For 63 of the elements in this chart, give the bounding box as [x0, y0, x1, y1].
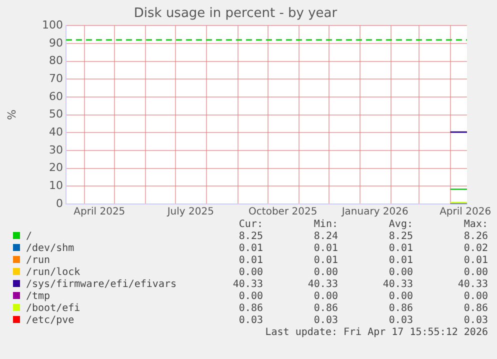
text: 8.25	[238, 231, 263, 243]
text: 8.24	[312, 231, 338, 243]
text: Avg:	[388, 219, 413, 231]
text: 0.00	[462, 291, 488, 303]
text: 0.86	[312, 303, 338, 315]
x-tick-label: April 2025	[74, 206, 126, 218]
y-tick-label: 80	[49, 54, 63, 68]
y-tick-label: 10	[49, 179, 63, 192]
x-tick-label: October 2025	[248, 206, 318, 218]
text: 0.01	[312, 255, 338, 267]
chart-title: Disk usage in percent - by year	[134, 6, 338, 22]
y-axis-title: %	[5, 110, 18, 120]
legend-label: /sys/firmware/efi/efivars	[25, 279, 178, 291]
text: 40.33	[382, 279, 413, 291]
text: 0.86	[238, 303, 263, 315]
text: Cur:	[238, 219, 263, 231]
text: 0.00	[238, 267, 263, 279]
text: 8.25	[388, 231, 413, 243]
legend-label: /dev/shm	[25, 243, 76, 255]
text: Max:	[462, 219, 488, 231]
legend-label: /	[25, 231, 34, 243]
text: 0.02	[462, 243, 488, 255]
legend-label: /boot/efi	[25, 303, 82, 315]
text: 40.33	[306, 279, 338, 291]
x-tick-label: April 2026	[440, 206, 492, 218]
text: 0.00	[388, 267, 413, 279]
y-tick-label: 30	[49, 143, 63, 156]
text: 40.33	[456, 279, 488, 291]
text: 0.01	[462, 255, 488, 267]
text: 0.03	[388, 315, 413, 327]
text: 0.00	[388, 291, 413, 303]
legend-label: /run	[25, 255, 52, 267]
x-tick-label: January 2026	[340, 206, 408, 218]
legend-label: /tmp	[25, 291, 52, 303]
text: 0.03	[238, 315, 263, 327]
text: 0.03	[462, 315, 488, 327]
text: 0.01	[388, 255, 413, 267]
text: 0.86	[462, 303, 488, 315]
text: 0.00	[238, 291, 263, 303]
text: 0.00	[312, 291, 338, 303]
text: 0.01	[312, 243, 338, 255]
y-tick-label: 70	[49, 72, 63, 85]
y-tick-label: 60	[49, 90, 63, 103]
text: 0.01	[238, 243, 263, 255]
y-tick-label: 100	[42, 18, 63, 32]
text: 0.01	[238, 255, 263, 267]
text: Min:	[312, 219, 338, 231]
text: 0.01	[388, 243, 413, 255]
text: 8.26	[462, 231, 488, 243]
y-tick-label: 0	[56, 196, 63, 210]
y-tick-label: 20	[49, 161, 63, 174]
legend-label: /etc/pve	[25, 315, 76, 327]
y-tick-label: 40	[49, 126, 63, 138]
x-tick-label: July 2025	[166, 206, 214, 218]
text: Last update: Fri Apr 17 15:55:12 2026	[264, 327, 488, 339]
text: 0.00	[312, 267, 338, 279]
legend-label: /run/lock	[25, 267, 82, 279]
text: 0.00	[462, 267, 488, 279]
text: 0.03	[312, 315, 338, 327]
y-tick-label: 50	[49, 108, 63, 121]
y-tick-label: 90	[49, 36, 63, 50]
text: 40.33	[232, 279, 263, 291]
text: 0.86	[388, 303, 413, 315]
